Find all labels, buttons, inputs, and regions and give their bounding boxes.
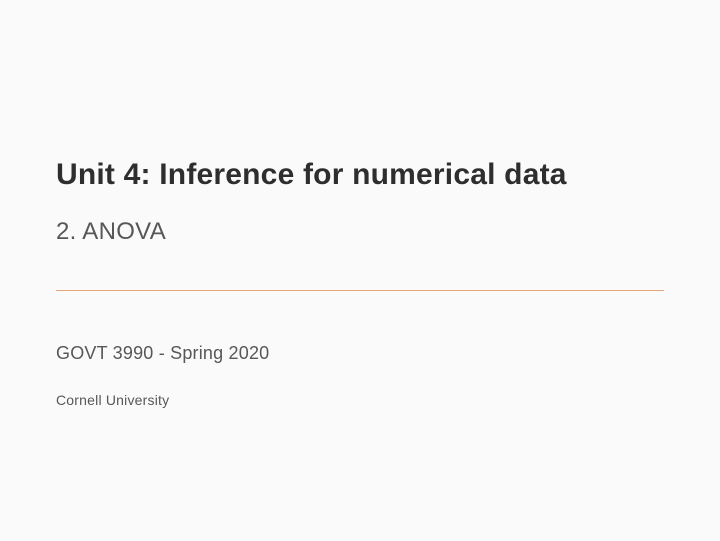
slide-content: Unit 4: Inference for numerical data 2. … bbox=[56, 0, 664, 541]
slide-subtitle: 2. ANOVA bbox=[56, 218, 166, 246]
institution-label: Cornell University bbox=[56, 392, 169, 408]
course-label: GOVT 3990 - Spring 2020 bbox=[56, 343, 269, 364]
horizontal-rule bbox=[56, 290, 664, 291]
slide-title: Unit 4: Inference for numerical data bbox=[56, 158, 567, 192]
